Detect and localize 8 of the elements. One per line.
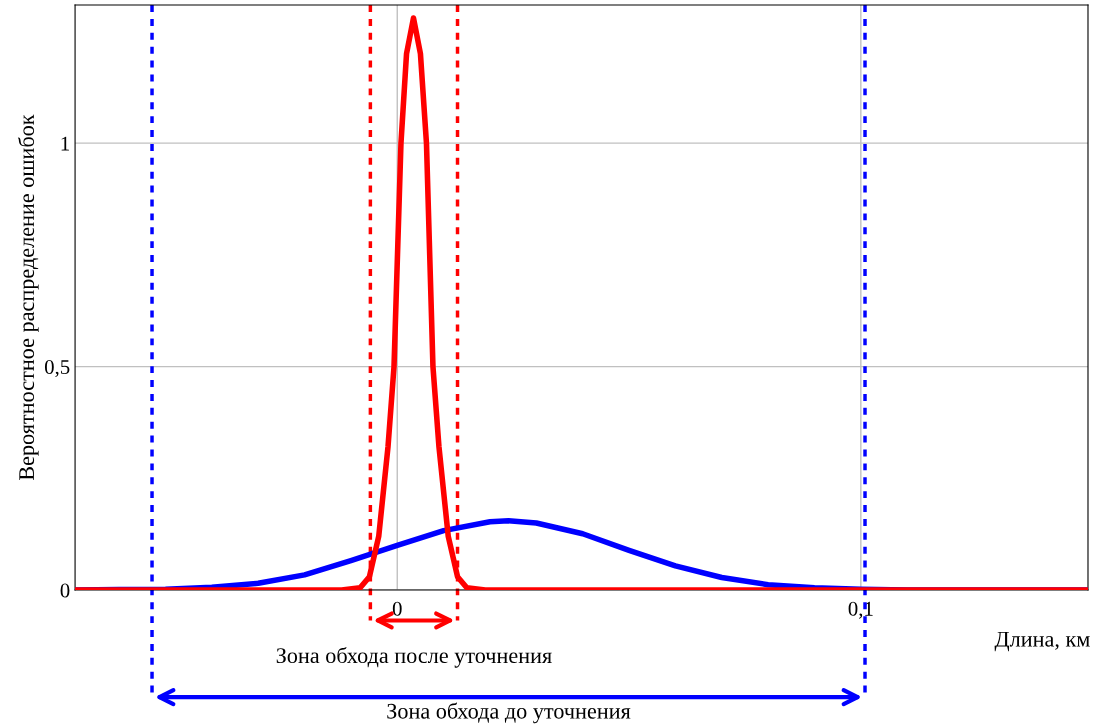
y-tick-label: 0 [60,583,70,598]
text: Зона обхода до уточнения [387,702,631,724]
text: Зона обхода после уточнения [276,646,552,668]
x-axis-title: Длина, км [994,631,1090,652]
y-tick-label: 0,5 [44,359,70,378]
x-tick-label: 0,1 [848,601,873,619]
y-axis-title: Вероятностное распределение ошибок [17,114,39,481]
y-tick-label: 1 [61,136,69,151]
